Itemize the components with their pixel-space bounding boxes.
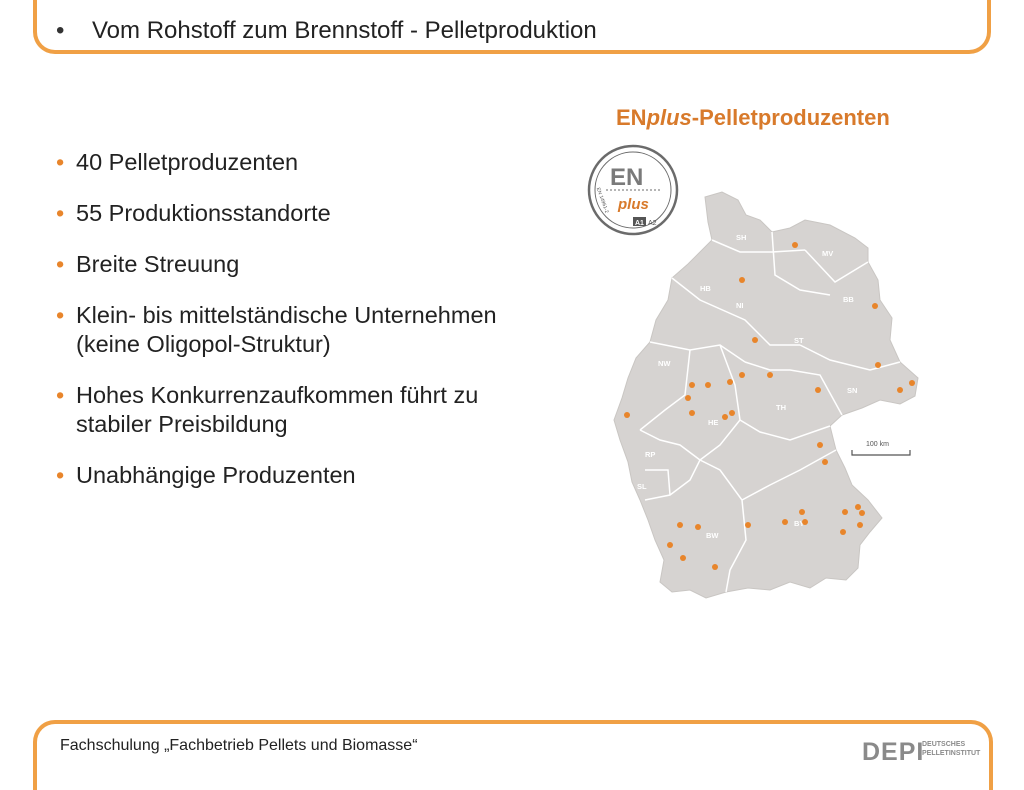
map-title-plus: plus bbox=[646, 105, 692, 130]
depi-logo-sub-line1: DEUTSCHES bbox=[922, 741, 966, 748]
state-label: SL bbox=[637, 482, 647, 491]
producer-marker bbox=[680, 555, 686, 561]
bullet-item: • Hohes Konkurrenzaufkommen führt zu stab… bbox=[56, 381, 526, 439]
bullet-text: Hohes Konkurrenzaufkommen führt zu stabi… bbox=[76, 382, 479, 437]
enplus-logo-a1: A1 bbox=[635, 220, 644, 227]
producer-marker bbox=[685, 395, 691, 401]
slide-title: Vom Rohstoff zum Brennstoff - Pelletprod… bbox=[92, 17, 597, 44]
producer-marker bbox=[817, 442, 823, 448]
bullet-text: 55 Produktionsstandorte bbox=[76, 200, 331, 226]
producer-marker bbox=[745, 522, 751, 528]
state-label: SH bbox=[736, 233, 746, 242]
producer-marker bbox=[727, 379, 733, 385]
producer-marker bbox=[802, 519, 808, 525]
depi-logo-sub: DEUTSCHES PELLETINSTITUT bbox=[922, 740, 981, 758]
state-label: MV bbox=[822, 249, 833, 258]
bullet-dot: • bbox=[56, 149, 65, 175]
producer-marker bbox=[739, 277, 745, 283]
state-label: BB bbox=[843, 295, 854, 304]
producer-marker bbox=[729, 410, 735, 416]
producer-markers bbox=[624, 242, 915, 570]
map-title-prefix: EN bbox=[616, 105, 647, 130]
producer-marker bbox=[624, 412, 630, 418]
state-label: HB bbox=[700, 284, 711, 293]
depi-logo-main: DEPI bbox=[862, 738, 925, 766]
header-frame bbox=[33, 0, 991, 54]
producer-marker bbox=[855, 504, 861, 510]
producer-marker bbox=[875, 362, 881, 368]
state-labels: SH MV HB NI BB ST NW SN TH HE RP SL BW B… bbox=[637, 233, 857, 540]
bullet-dot: • bbox=[56, 251, 65, 277]
producer-marker bbox=[689, 410, 695, 416]
footer-frame bbox=[33, 720, 993, 790]
bullet-item: • 40 Pelletproduzenten bbox=[56, 148, 526, 177]
producer-marker bbox=[799, 509, 805, 515]
producer-marker bbox=[840, 529, 846, 535]
bullet-item: • Unabhängige Produzenten bbox=[56, 461, 526, 490]
footer-text: Fachschulung „Fachbetrieb Pellets und Bi… bbox=[60, 737, 418, 754]
state-label: BW bbox=[706, 531, 719, 540]
bullet-item: • Klein- bis mittelständische Unternehmen… bbox=[56, 301, 526, 359]
enplus-logo-a2: A2 bbox=[648, 220, 657, 227]
bullet-text: 40 Pelletproduzenten bbox=[76, 149, 299, 175]
bullet-dot: • bbox=[56, 302, 65, 328]
producer-marker bbox=[689, 382, 695, 388]
bullet-dot: • bbox=[56, 462, 65, 488]
producer-marker bbox=[815, 387, 821, 393]
producer-marker bbox=[677, 522, 683, 528]
bullet-item: • 55 Produktionsstandorte bbox=[56, 199, 526, 228]
map-title-suffix: -Pelletproduzenten bbox=[691, 105, 890, 130]
bullet-text: Breite Streuung bbox=[76, 251, 240, 277]
state-borders bbox=[639, 231, 901, 593]
producer-marker bbox=[782, 519, 788, 525]
producer-marker bbox=[842, 509, 848, 515]
producer-marker bbox=[667, 542, 673, 548]
scale-bar: 100 km bbox=[851, 441, 911, 456]
producer-marker bbox=[897, 387, 903, 393]
state-label: BY bbox=[794, 519, 804, 528]
bullet-dot: • bbox=[56, 200, 65, 226]
producer-marker bbox=[859, 510, 865, 516]
state-label: SN bbox=[847, 386, 857, 395]
state-label: ST bbox=[794, 336, 804, 345]
state-label: NW bbox=[658, 359, 671, 368]
producer-marker bbox=[767, 372, 773, 378]
enplus-logo-plus: plus bbox=[617, 196, 649, 213]
germany-map: SH MV HB NI BB ST NW SN TH HE RP SL BW B… bbox=[587, 144, 919, 599]
enplus-logo: EN plus EN 14961-2 A1 A2 bbox=[587, 144, 679, 236]
producer-marker bbox=[857, 522, 863, 528]
producer-marker bbox=[722, 414, 728, 420]
bullet-list: • 40 Pelletproduzenten • 55 Produktionssta… bbox=[56, 148, 526, 512]
producer-marker bbox=[695, 524, 701, 530]
producer-marker bbox=[872, 303, 878, 309]
state-label: HE bbox=[708, 418, 718, 427]
producer-marker bbox=[822, 459, 828, 465]
depi-logo-sub-line2: PELLETINSTITUT bbox=[922, 750, 981, 757]
producer-marker bbox=[909, 380, 915, 386]
enplus-logo-main: EN bbox=[610, 164, 643, 191]
state-label: TH bbox=[776, 403, 786, 412]
bullet-text: Unabhängige Produzenten bbox=[76, 462, 356, 488]
producer-marker bbox=[739, 372, 745, 378]
state-label: NI bbox=[736, 301, 744, 310]
producer-marker bbox=[705, 382, 711, 388]
germany-outline bbox=[613, 191, 919, 599]
bullet-item: • Breite Streuung bbox=[56, 250, 526, 279]
title-bullet: • bbox=[56, 17, 65, 44]
bullet-text: Klein- bis mittelständische Unternehmen … bbox=[76, 302, 497, 357]
scale-label: 100 km bbox=[866, 441, 889, 448]
producer-marker bbox=[712, 564, 718, 570]
producer-marker bbox=[752, 337, 758, 343]
map-title: ENplus-Pelletproduzenten bbox=[616, 105, 890, 131]
state-label: RP bbox=[645, 450, 655, 459]
producer-marker bbox=[792, 242, 798, 248]
bullet-dot: • bbox=[56, 382, 65, 408]
